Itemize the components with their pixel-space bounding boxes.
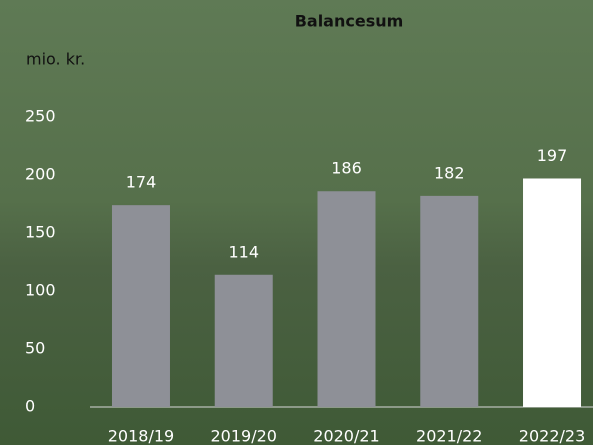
y-tick-label: 200 <box>25 165 56 184</box>
y-tick-label: 0 <box>25 397 35 416</box>
value-label: 174 <box>126 173 157 192</box>
value-label: 114 <box>228 242 259 261</box>
background <box>0 0 593 445</box>
bar <box>112 205 170 407</box>
x-tick-label: 2018/19 <box>108 427 174 445</box>
y-tick-label: 50 <box>25 339 45 358</box>
chart: Balancesum mio. kr. 0 50 100 150 200 250 2018/… <box>0 0 593 445</box>
y-tick-label: 100 <box>25 281 56 300</box>
value-label: 197 <box>537 146 568 165</box>
x-tick-label: 2019/20 <box>211 427 277 445</box>
y-axis-label: mio. kr. <box>26 50 85 69</box>
bar <box>215 275 273 407</box>
bar <box>523 178 581 407</box>
y-tick-label: 250 <box>25 107 56 126</box>
x-tick-label: 2021/22 <box>416 427 482 445</box>
page: Balancesum mio. kr. 0 50 100 150 200 250 2018/… <box>0 0 593 445</box>
y-tick-label: 150 <box>25 223 56 242</box>
bar <box>318 191 376 407</box>
x-tick-label: 2020/21 <box>313 427 379 445</box>
value-label: 186 <box>331 159 362 178</box>
chart-title: Balancesum <box>295 12 404 31</box>
x-tick-label: 2022/23 <box>519 427 585 445</box>
value-label: 182 <box>434 163 465 182</box>
bar <box>420 196 478 407</box>
